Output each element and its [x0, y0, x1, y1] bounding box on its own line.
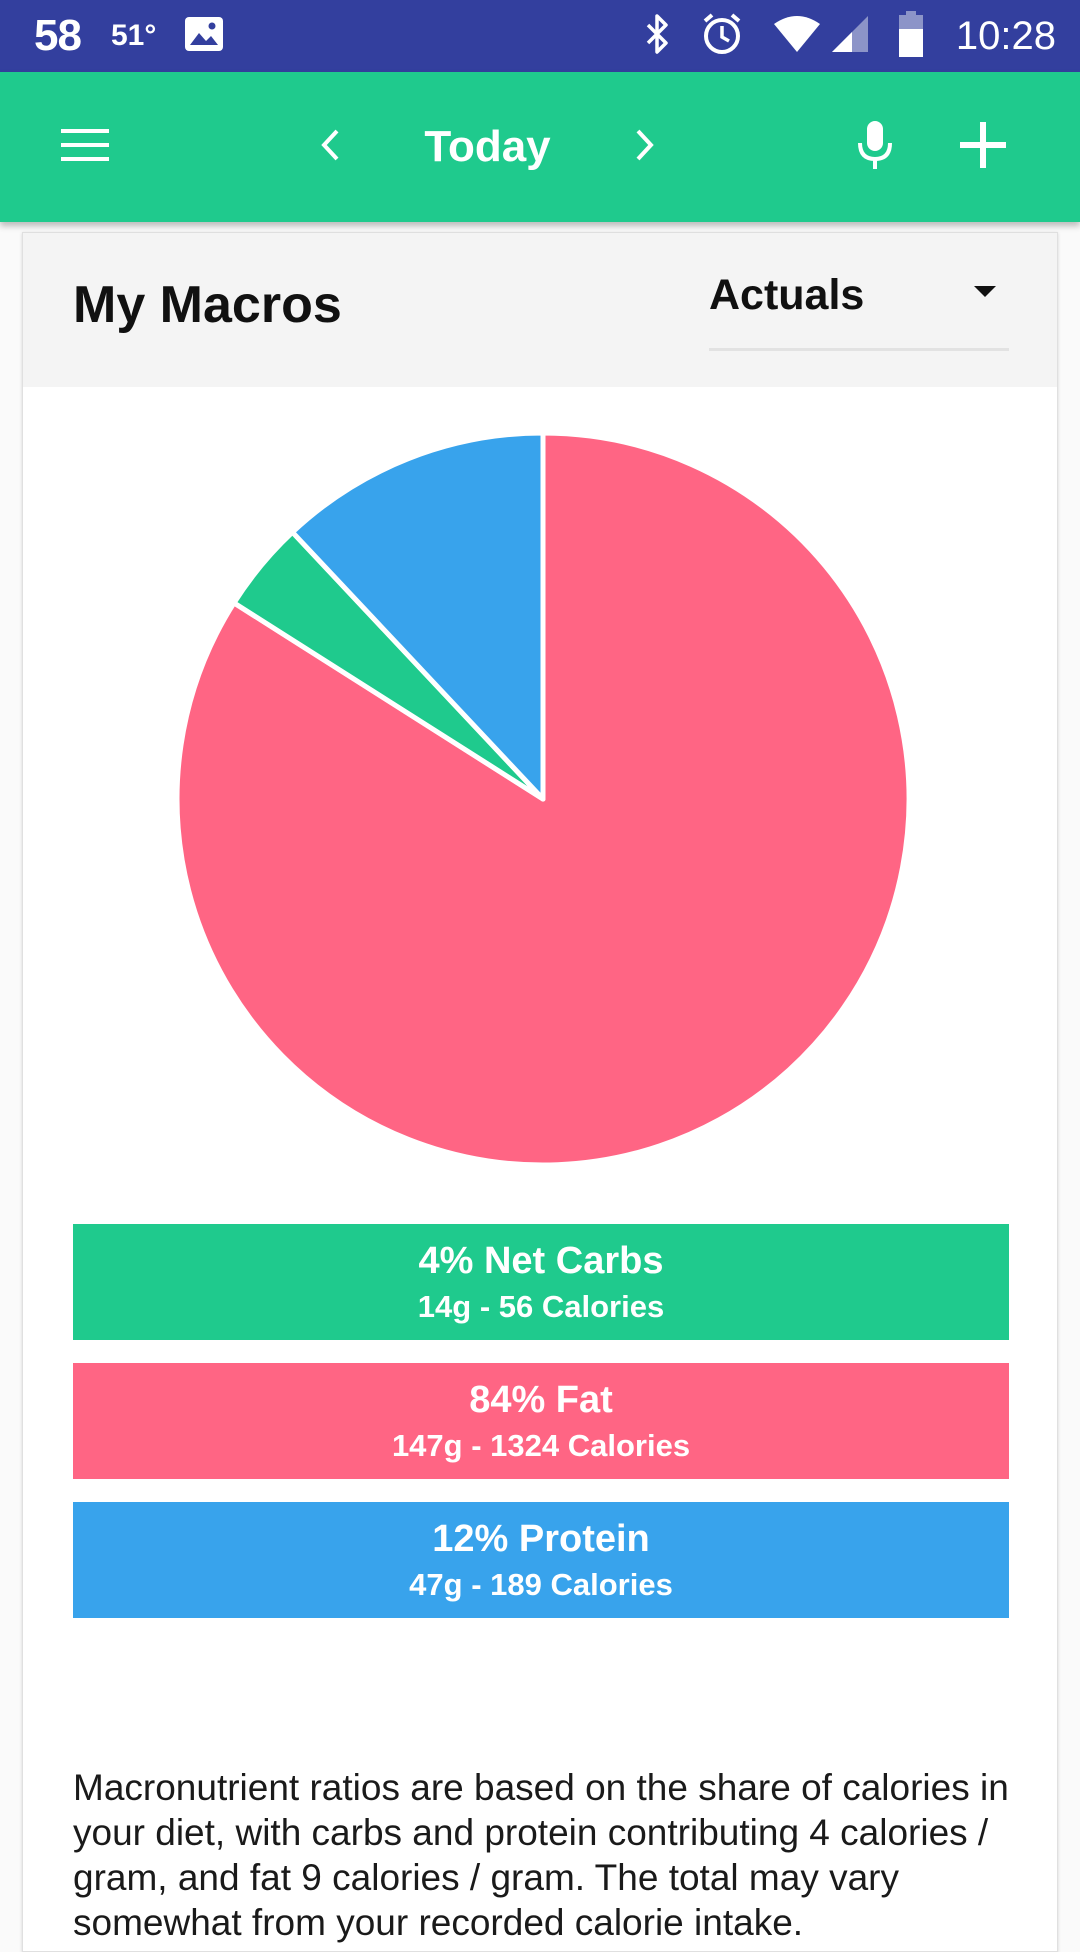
chevron-right-icon	[633, 127, 657, 168]
cell-signal-icon	[830, 14, 870, 59]
battery-icon	[898, 10, 924, 62]
notification-badge: 58	[34, 11, 82, 60]
add-button[interactable]	[928, 72, 1038, 222]
voice-input-button[interactable]	[820, 72, 930, 222]
alarm-icon	[700, 12, 744, 61]
net-carbs-detail: 14g - 56 Calories	[417, 1289, 665, 1324]
pie-slice-protein	[289, 430, 546, 802]
plus-icon	[958, 120, 1008, 175]
menu-icon	[61, 128, 109, 167]
weather-temperature: 51°	[110, 19, 157, 52]
pie-slice-fat	[174, 430, 912, 1168]
microphone-icon	[855, 119, 895, 176]
card-title: My Macros	[73, 276, 342, 334]
previous-day-button[interactable]	[275, 72, 385, 222]
clock-time: 10:28	[955, 13, 1056, 58]
image-icon	[184, 16, 224, 57]
macro-explanation: Macronutrient ratios are based on the sh…	[73, 1767, 1009, 1943]
caret-down-icon	[973, 285, 997, 304]
fat-title: 84% Fat	[469, 1379, 613, 1421]
app-bar: Today	[0, 72, 1080, 222]
protein-detail: 47g - 189 Calories	[409, 1567, 673, 1602]
view-select[interactable]: Actuals	[709, 271, 1009, 351]
protein-title: 12% Protein	[432, 1518, 650, 1560]
bluetooth-icon	[642, 13, 672, 60]
view-select-value: Actuals	[709, 271, 865, 319]
card-header: My Macros Actuals	[23, 233, 1057, 387]
status-bar: 58 51°	[0, 0, 1080, 72]
net-carbs-bar: 4% Net Carbs 14g - 56 Calories	[73, 1224, 1009, 1340]
fat-detail: 147g - 1324 Calories	[391, 1428, 691, 1463]
chevron-left-icon	[318, 127, 342, 168]
macro-pie-chart	[173, 429, 913, 1169]
net-carbs-title: 4% Net Carbs	[418, 1240, 664, 1282]
macros-card: My Macros Actuals 4% Net Carbs 14g - 56 …	[22, 232, 1058, 1952]
wifi-icon	[772, 14, 822, 59]
next-day-button[interactable]	[590, 72, 700, 222]
fat-bar: 84% Fat 147g - 1324 Calories	[73, 1363, 1009, 1479]
date-title[interactable]: Today	[424, 122, 551, 171]
menu-button[interactable]	[30, 72, 140, 222]
protein-bar: 12% Protein 47g - 189 Calories	[73, 1502, 1009, 1618]
